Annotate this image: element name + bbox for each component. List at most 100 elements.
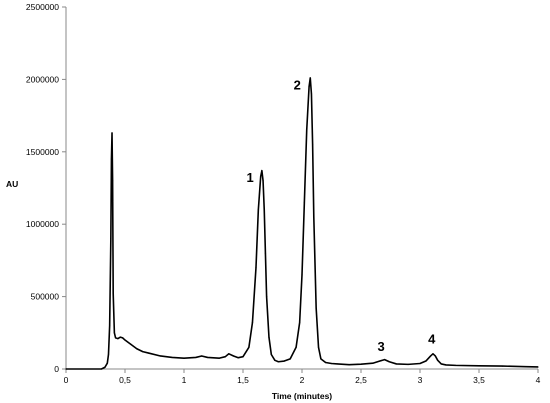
data-point xyxy=(268,336,270,338)
data-point xyxy=(142,351,144,353)
data-point xyxy=(266,296,268,298)
x-axis-label: Time (minutes) xyxy=(272,391,332,401)
data-point xyxy=(419,362,421,365)
data-point xyxy=(434,355,436,357)
data-points xyxy=(65,77,539,370)
data-point xyxy=(301,274,303,276)
data-point xyxy=(248,346,250,348)
data-point xyxy=(336,363,338,365)
data-point xyxy=(317,346,320,348)
data-point xyxy=(289,358,291,360)
data-point xyxy=(262,180,264,182)
series-line xyxy=(66,77,539,370)
data-point xyxy=(425,360,427,362)
data-point xyxy=(228,353,230,355)
data-point xyxy=(360,363,362,365)
data-point xyxy=(384,358,386,361)
y-tick-label: 2000000 xyxy=(26,74,59,84)
y-tick-label: 2500000 xyxy=(26,2,59,12)
data-point xyxy=(388,361,390,363)
data-point xyxy=(218,357,220,359)
data-point xyxy=(117,337,119,340)
data-point xyxy=(119,336,121,338)
data-point xyxy=(525,366,527,368)
y-axis-label: AU xyxy=(6,179,18,189)
x-tick-label: 1 xyxy=(182,375,187,385)
data-point xyxy=(295,346,297,348)
data-point xyxy=(502,365,504,367)
x-tick-label: 2,5 xyxy=(355,375,367,385)
data-point xyxy=(274,359,276,361)
data-point xyxy=(432,353,434,355)
data-point xyxy=(148,352,150,354)
data-point xyxy=(251,322,254,324)
data-point xyxy=(255,267,257,269)
y-axis-ticks: 0 500000 1000000 1500000 2000000 2500000 xyxy=(26,2,66,374)
data-point xyxy=(315,307,317,309)
data-point xyxy=(107,353,110,356)
data-point xyxy=(309,77,311,79)
peak-label: 3 xyxy=(377,339,384,354)
data-point xyxy=(306,129,308,131)
data-point xyxy=(224,356,226,358)
data-point xyxy=(114,337,117,339)
data-point xyxy=(310,93,313,95)
data-point xyxy=(111,132,113,134)
data-point xyxy=(104,366,106,368)
data-point xyxy=(201,355,203,357)
data-point xyxy=(348,364,350,366)
data-point xyxy=(313,216,315,218)
data-point xyxy=(430,355,432,357)
peak-label: 2 xyxy=(294,78,301,93)
x-tick-label: 3 xyxy=(418,375,423,385)
data-point xyxy=(437,359,439,361)
data-point xyxy=(372,362,374,364)
data-point xyxy=(130,343,132,345)
data-point xyxy=(242,356,244,358)
data-point xyxy=(379,360,381,362)
data-point xyxy=(312,143,314,146)
x-tick-label: 0,5 xyxy=(119,375,131,385)
data-point xyxy=(100,368,102,370)
data-point xyxy=(112,293,114,295)
data-point xyxy=(261,170,263,172)
data-point xyxy=(320,358,322,360)
data-point xyxy=(257,209,259,211)
data-point xyxy=(112,180,114,182)
data-point xyxy=(159,355,161,357)
data-point xyxy=(171,356,173,359)
data-point xyxy=(283,360,285,362)
data-point xyxy=(263,209,265,211)
data-point xyxy=(122,337,124,339)
data-point xyxy=(260,175,262,178)
data-point xyxy=(478,365,480,367)
data-point xyxy=(109,324,111,327)
data-point xyxy=(124,339,126,341)
data-point xyxy=(407,363,409,365)
peak-label: 4 xyxy=(428,332,436,347)
data-point xyxy=(232,355,235,357)
data-point xyxy=(110,158,113,160)
data-point xyxy=(395,363,397,365)
data-point xyxy=(110,238,112,240)
x-tick-label: 0 xyxy=(64,375,69,385)
x-axis-ticks: 0 0,5 1 1,5 2 2,5 3 3,5 4 xyxy=(64,369,541,385)
data-point xyxy=(325,361,327,364)
plot-area: 0 500000 1000000 1500000 2000000 2500000 0 0,5… xyxy=(26,2,541,385)
y-tick-label: 500000 xyxy=(31,292,60,302)
data-point xyxy=(330,362,333,365)
data-point xyxy=(183,357,185,359)
data-point xyxy=(445,364,447,366)
data-point xyxy=(264,252,267,254)
x-tick-label: 3,5 xyxy=(473,375,485,385)
peak-annotations: 1 2 3 4 xyxy=(246,78,436,354)
data-point xyxy=(207,356,209,359)
y-tick-label: 0 xyxy=(54,364,59,374)
data-point xyxy=(195,356,197,359)
data-point xyxy=(270,353,272,356)
y-tick-label: 1000000 xyxy=(26,219,59,229)
data-point xyxy=(299,322,301,324)
peak-label: 1 xyxy=(246,170,253,185)
x-tick-label: 4 xyxy=(536,375,541,385)
